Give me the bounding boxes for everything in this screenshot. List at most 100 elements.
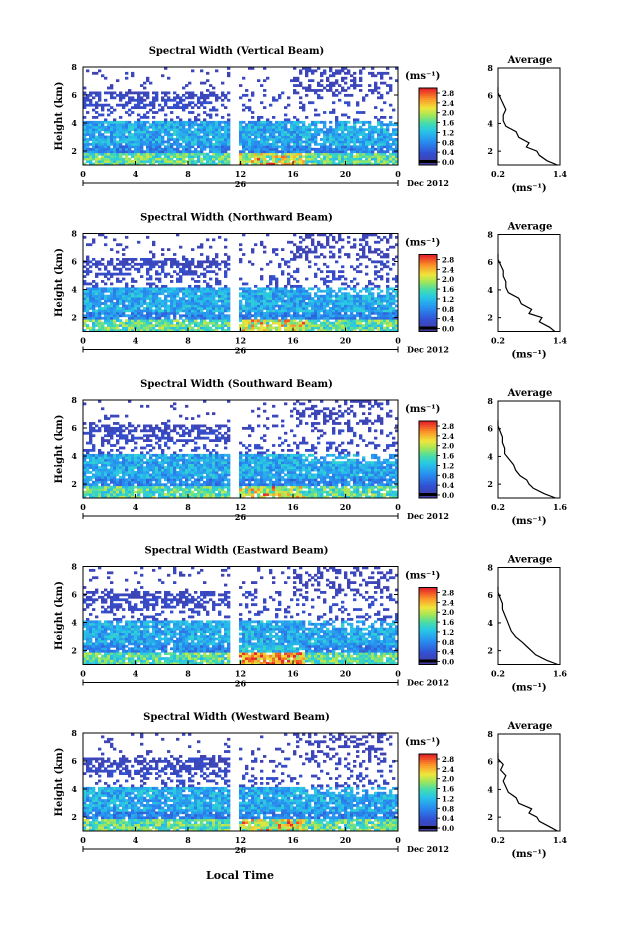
- heatmap-cell: [194, 128, 197, 131]
- heatmap-cell: [158, 104, 161, 107]
- heatmap-cell: [206, 158, 209, 161]
- heatmap-cell: [110, 454, 113, 457]
- heatmap-cell: [257, 123, 260, 126]
- heatmap-cell: [95, 260, 98, 263]
- heatmap-cell: [125, 454, 128, 457]
- heatmap-cell: [194, 104, 197, 107]
- heatmap-cell: [188, 312, 191, 315]
- heatmap-cell: [98, 449, 101, 452]
- heatmap-cell: [248, 305, 251, 308]
- heatmap-cell: [305, 150, 308, 153]
- heatmap-cell: [116, 469, 119, 472]
- heatmap-cell: [311, 309, 314, 312]
- heatmap-cell: [191, 309, 194, 312]
- heatmap-cell: [107, 104, 110, 107]
- heatmap-cell: [110, 94, 113, 97]
- heatmap-cell: [254, 322, 257, 325]
- heatmap-cell: [260, 324, 263, 327]
- heatmap-cell: [92, 136, 95, 139]
- heatmap-cell: [209, 322, 212, 325]
- heatmap-cell: [275, 295, 278, 298]
- heatmap-cell: [389, 246, 392, 249]
- heatmap-cell: [176, 295, 179, 298]
- heatmap-cell: [248, 314, 251, 317]
- heatmap-cell: [125, 459, 128, 462]
- heatmap-cell: [299, 317, 302, 320]
- heatmap-cell: [146, 160, 149, 163]
- heatmap-cell: [245, 160, 248, 163]
- heatmap-cell: [200, 141, 203, 144]
- heatmap-cell: [221, 143, 224, 146]
- heatmap-cell: [284, 317, 287, 320]
- heatmap-cell: [389, 158, 392, 161]
- heatmap-cell: [326, 290, 329, 293]
- heatmap-cell: [194, 136, 197, 139]
- colorbar-tick-label: 0.8: [442, 305, 454, 314]
- heatmap-cell: [203, 280, 206, 283]
- heatmap-cell: [209, 150, 212, 153]
- heatmap-cell: [143, 155, 146, 158]
- heatmap-cell: [200, 104, 203, 107]
- heatmap-cell: [284, 312, 287, 315]
- heatmap-cell: [257, 153, 260, 156]
- heatmap-cell: [125, 148, 128, 151]
- heatmap-cell: [344, 302, 347, 305]
- heatmap-cell: [383, 305, 386, 308]
- heatmap-cell: [155, 260, 158, 263]
- heatmap-cell: [176, 153, 179, 156]
- heatmap-cell: [299, 241, 302, 244]
- heatmap-cell: [155, 126, 158, 129]
- heatmap-cell: [119, 466, 122, 469]
- heatmap-cell: [272, 248, 275, 251]
- heatmap-cell: [368, 322, 371, 325]
- heatmap-cell: [107, 136, 110, 139]
- heatmap-cell: [113, 265, 116, 268]
- heatmap-cell: [98, 322, 101, 325]
- heatmap-cell: [191, 273, 194, 276]
- heatmap-cell: [374, 324, 377, 327]
- heatmap-cell: [302, 126, 305, 129]
- heatmap-cell: [104, 99, 107, 102]
- heatmap-cell: [377, 307, 380, 310]
- heatmap-cell: [203, 131, 206, 134]
- heatmap-cell: [161, 74, 164, 77]
- heatmap-cell: [86, 258, 89, 261]
- heatmap-cell: [365, 141, 368, 144]
- heatmap-cell: [215, 317, 218, 320]
- heatmap-cell: [200, 307, 203, 310]
- heatmap-cell: [197, 305, 200, 308]
- heatmap-cell: [260, 275, 263, 278]
- heatmap-cell: [293, 143, 296, 146]
- heatmap-cell: [338, 138, 341, 141]
- heatmap-cell: [251, 153, 254, 156]
- heatmap-cell: [389, 322, 392, 325]
- heatmap-cell: [116, 287, 119, 290]
- heatmap-cell: [170, 319, 173, 322]
- heatmap-cell: [251, 324, 254, 327]
- heatmap-cell: [305, 292, 308, 295]
- heatmap-cell: [305, 322, 308, 325]
- heatmap-cell: [179, 145, 182, 148]
- heatmap-cell: [281, 295, 284, 298]
- heatmap-cell: [269, 260, 272, 263]
- heatmap-cell: [125, 158, 128, 161]
- heatmap-cell: [242, 319, 245, 322]
- heatmap-cell: [146, 327, 149, 330]
- heatmap-cell: [155, 295, 158, 298]
- heatmap-cell: [296, 121, 299, 124]
- heatmap-cell: [377, 260, 380, 263]
- heatmap-cell: [329, 322, 332, 325]
- heatmap-cell: [122, 153, 125, 156]
- heatmap-cell: [314, 251, 317, 254]
- heatmap-cell: [179, 314, 182, 317]
- heatmap-cell: [209, 305, 212, 308]
- heatmap-cell: [344, 143, 347, 146]
- heatmap-cell: [215, 121, 218, 124]
- heatmap-cell: [326, 317, 329, 320]
- heatmap-cell: [284, 263, 287, 266]
- heatmap-cell: [275, 280, 278, 283]
- heatmap-cell: [296, 145, 299, 148]
- heatmap-cell: [116, 454, 119, 457]
- heatmap-cell: [341, 158, 344, 161]
- heatmap-cell: [371, 148, 374, 151]
